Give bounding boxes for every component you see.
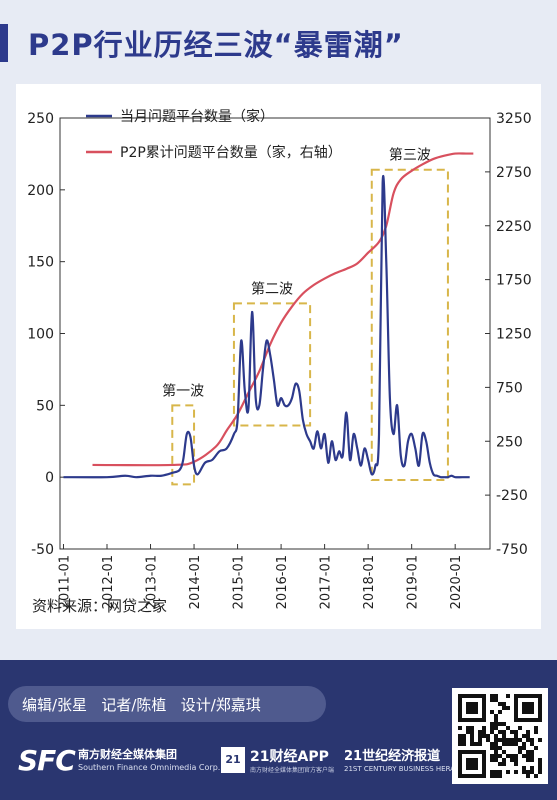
left-tick-label: 200 (27, 183, 54, 199)
x-tick-label: 2013-01 (145, 555, 160, 609)
title-accent-bar (0, 24, 8, 62)
title-bar: P2P行业历经三波“暴雷潮” (0, 18, 557, 68)
x-tick-label: 2012-01 (101, 555, 116, 609)
right-tick-label: 250 (496, 434, 523, 450)
wave-annotation-box (171, 404, 196, 486)
x-tick-label: 2020-01 (449, 555, 464, 609)
wave-annotation-label: 第二波 (251, 280, 293, 297)
x-tick-label: 2018-01 (362, 555, 377, 609)
right-tick-label: 2250 (496, 219, 532, 235)
right-tick-label: -250 (496, 488, 528, 504)
left-tick-label: 50 (36, 398, 54, 414)
source-note: 资料来源：网贷之家 (32, 597, 168, 615)
x-tick-label: 2017-01 (319, 555, 334, 609)
left-tick-label: 0 (45, 470, 54, 486)
right-tick-label: 750 (496, 380, 523, 396)
x-tick-label: 2014-01 (188, 555, 203, 609)
app-logo-icon: 21 (221, 747, 245, 773)
x-tick-label: 2011-01 (57, 555, 72, 609)
wave-annotation-box (232, 302, 312, 427)
right-tick-label: -750 (496, 542, 528, 558)
legend-label: 当月问题平台数量（家） (120, 108, 274, 125)
left-tick-label: -50 (31, 542, 54, 558)
left-tick-label: 250 (27, 111, 54, 127)
sfc-logo: SFC (18, 744, 76, 777)
left-tick-label: 150 (27, 255, 54, 271)
qr-code-icon[interactable] (452, 688, 548, 784)
herald-logo-cn: 21世纪经济报道 (344, 749, 441, 764)
right-tick-label: 1750 (496, 273, 532, 289)
legend-label: P2P累计问题平台数量（家，右轴） (120, 144, 342, 161)
x-tick-label: 2016-01 (275, 555, 290, 609)
wave-annotation-label: 第一波 (162, 382, 204, 399)
sfc-logo-cn: 南方财经全媒体集团 (78, 748, 177, 761)
sfc-logo-en: Southern Finance Omnimedia Corp. (78, 763, 221, 772)
publisher-logos: SFC 南方财经全媒体集团 Southern Finance Omnimedia… (0, 738, 464, 788)
credits-text: 编辑/张星 记者/陈植 设计/郑嘉琪 (22, 696, 261, 714)
app-logo-sub: 南方财经全媒体集团官方客户端 (250, 767, 335, 774)
wave-annotation-box (370, 168, 449, 482)
herald-logo-en: 21ST CENTURY BUSINESS HERALD (344, 765, 465, 773)
x-tick-label: 2019-01 (406, 555, 421, 609)
right-tick-label: 1250 (496, 327, 532, 343)
right-tick-label: 2750 (496, 165, 532, 181)
credits-pill: 编辑/张星 记者/陈植 设计/郑嘉琪 (8, 686, 326, 722)
series-line-cumulative (92, 152, 474, 467)
x-tick-label: 2015-01 (232, 555, 247, 609)
app-logo-name: 21财经APP (250, 749, 329, 765)
right-tick-label: 3250 (496, 111, 532, 127)
chart-svg: -50 0 50 100 150 200 250 -750 -250 250 750 1250 1750… (27, 108, 532, 609)
page-title: P2P行业历经三波“暴雷潮” (28, 28, 404, 62)
series-line-monthly (63, 174, 470, 479)
chart-card: -50 0 50 100 150 200 250 -750 -250 250 750 1250 1750… (16, 84, 541, 629)
left-tick-label: 100 (27, 327, 54, 343)
wave-annotation-label: 第三波 (389, 147, 431, 164)
